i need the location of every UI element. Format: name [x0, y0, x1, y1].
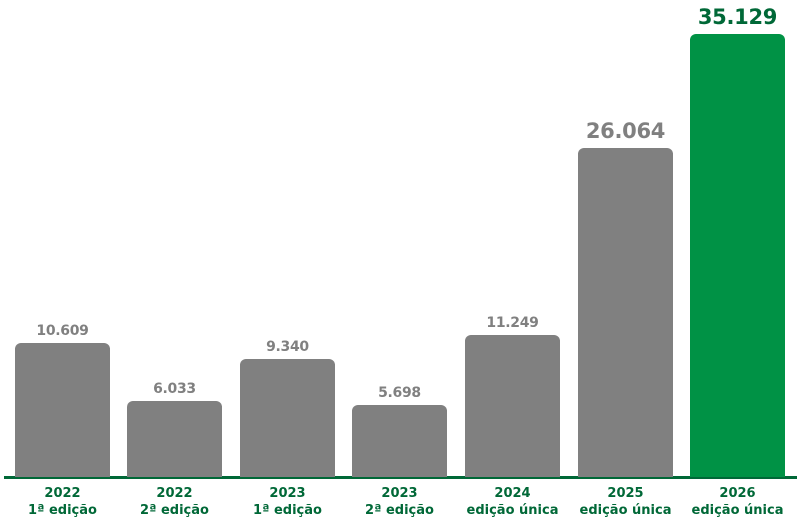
- x-tick-year: 2023: [269, 486, 306, 501]
- x-tick-edition: edição única: [691, 503, 784, 518]
- x-tick-label: 2022 2ª edição: [105, 485, 245, 519]
- x-tick-edition: 2ª edição: [365, 503, 434, 518]
- x-tick-edition: 1ª edição: [28, 503, 97, 518]
- x-tick-year: 2022: [44, 486, 81, 501]
- bar-value-label-highlighted: 35.129: [697, 5, 778, 29]
- x-tick-year: 2024: [494, 486, 531, 501]
- bar-highlighted: [690, 34, 785, 477]
- x-tick-edition: edição única: [579, 503, 672, 518]
- bar-value-label: 11.249: [486, 315, 539, 331]
- bar-value-label: 6.033: [153, 381, 196, 397]
- bar-value-label: 5.698: [378, 385, 421, 401]
- bar-value-label: 26.064: [585, 119, 666, 143]
- bar-value-label: 10.609: [36, 323, 89, 339]
- x-tick-year: 2022: [156, 486, 193, 501]
- bar: [352, 405, 447, 477]
- bar: [127, 401, 222, 477]
- x-tick-year: 2025: [607, 486, 644, 501]
- x-tick-edition: 2ª edição: [140, 503, 209, 518]
- x-axis-line: [4, 476, 797, 479]
- x-tick-label: 2024 edição única: [443, 485, 583, 519]
- bar: [15, 343, 110, 477]
- bar: [465, 335, 560, 477]
- x-tick-label: 2022 1ª edição: [0, 485, 133, 519]
- x-tick-label: 2023 2ª edição: [330, 485, 470, 519]
- x-tick-edition: 1ª edição: [253, 503, 322, 518]
- x-tick-edition: edição única: [466, 503, 559, 518]
- x-tick-year: 2026: [719, 486, 756, 501]
- bar: [578, 148, 673, 477]
- x-tick-label: 2026 edição única: [668, 485, 800, 519]
- x-tick-label: 2025 edição única: [556, 485, 696, 519]
- x-tick-year: 2023: [381, 486, 418, 501]
- bar: [240, 359, 335, 477]
- bar-value-label: 9.340: [266, 339, 309, 355]
- x-tick-label: 2023 1ª edição: [218, 485, 358, 519]
